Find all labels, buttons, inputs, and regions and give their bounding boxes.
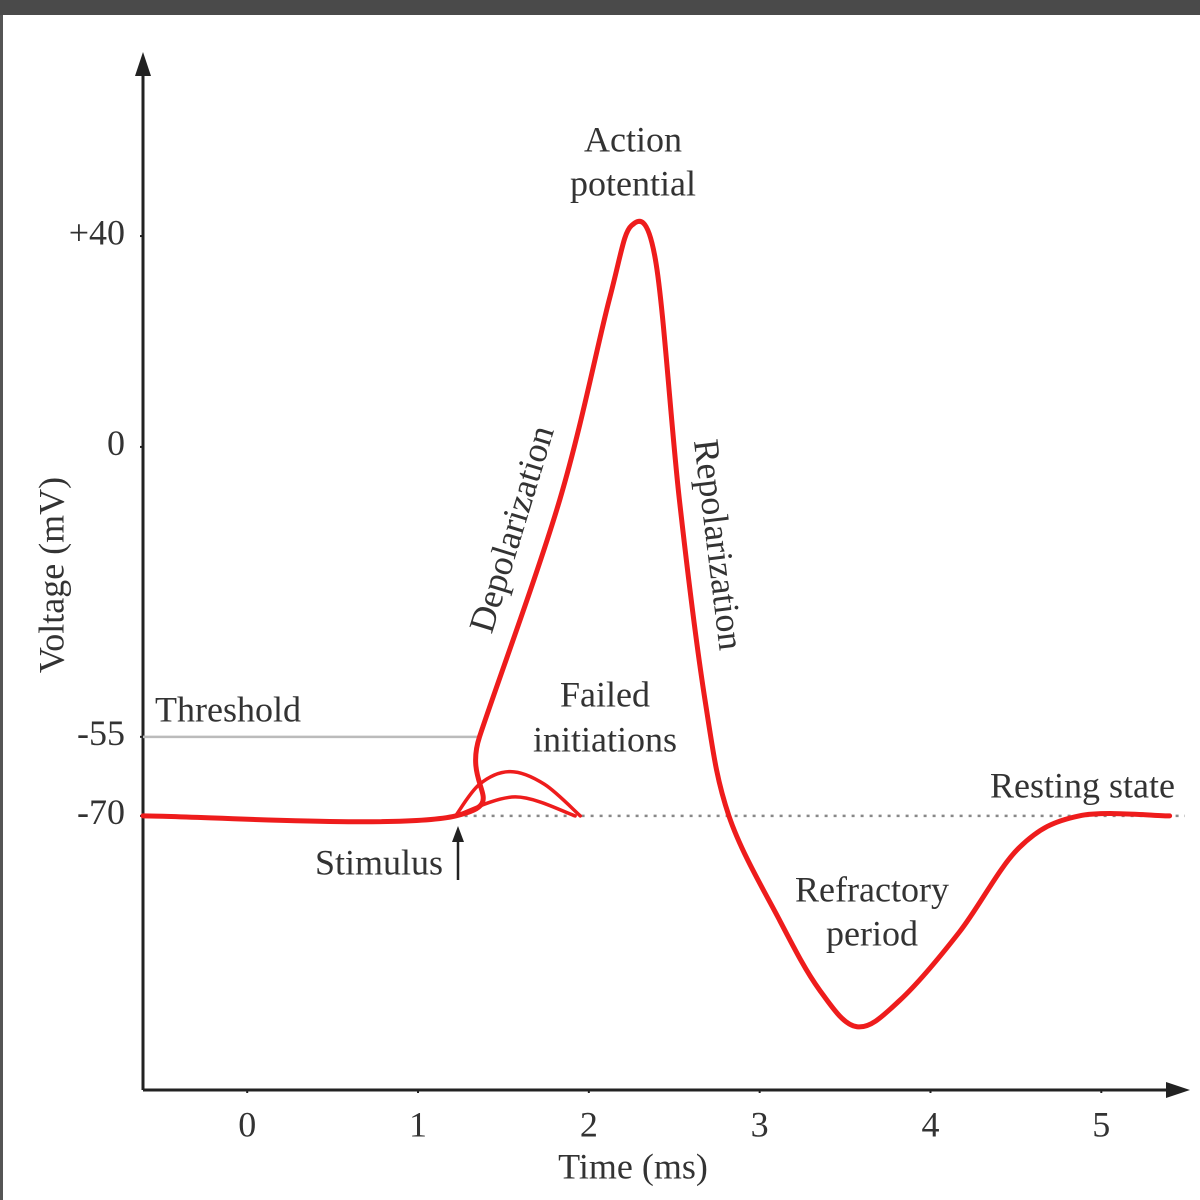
- series-line: [453, 795, 577, 818]
- annotation: initiations: [533, 719, 677, 759]
- x-axis-label: Time (ms): [558, 1146, 708, 1186]
- x-tick-label: 3: [751, 1104, 769, 1144]
- window-bar: [0, 0, 1200, 15]
- annotation: Resting state: [990, 765, 1175, 805]
- x-tick-label: 5: [1092, 1104, 1110, 1144]
- window-edge: [0, 15, 3, 1200]
- annotation: period: [826, 913, 918, 953]
- annotation: Refractory: [795, 869, 949, 909]
- axes: [135, 52, 1190, 1098]
- x-axis-arrow: [1166, 1082, 1190, 1098]
- stimulus-arrow-head: [452, 826, 464, 842]
- x-tick-label: 4: [921, 1104, 939, 1144]
- series-line: [140, 218, 1173, 1030]
- y-tick-label: -70: [77, 792, 125, 832]
- annotation: potential: [570, 163, 696, 203]
- y-axis-label: Voltage (mV): [31, 477, 71, 673]
- annotation: Threshold: [155, 689, 301, 729]
- stimulus-arrow: [452, 826, 464, 880]
- annotation: Stimulus: [315, 842, 443, 882]
- annotation: Action: [584, 119, 682, 159]
- x-tick-label: 2: [580, 1104, 598, 1144]
- annotation: Failed: [560, 674, 650, 714]
- y-tick-label: -55: [77, 713, 125, 753]
- x-tick-label: 1: [409, 1104, 427, 1144]
- y-tick-label: 0: [107, 423, 125, 463]
- y-axis-arrow: [135, 52, 151, 76]
- y-tick-label: +40: [69, 212, 125, 252]
- series-line: [453, 769, 583, 818]
- x-tick-label: 0: [238, 1104, 256, 1144]
